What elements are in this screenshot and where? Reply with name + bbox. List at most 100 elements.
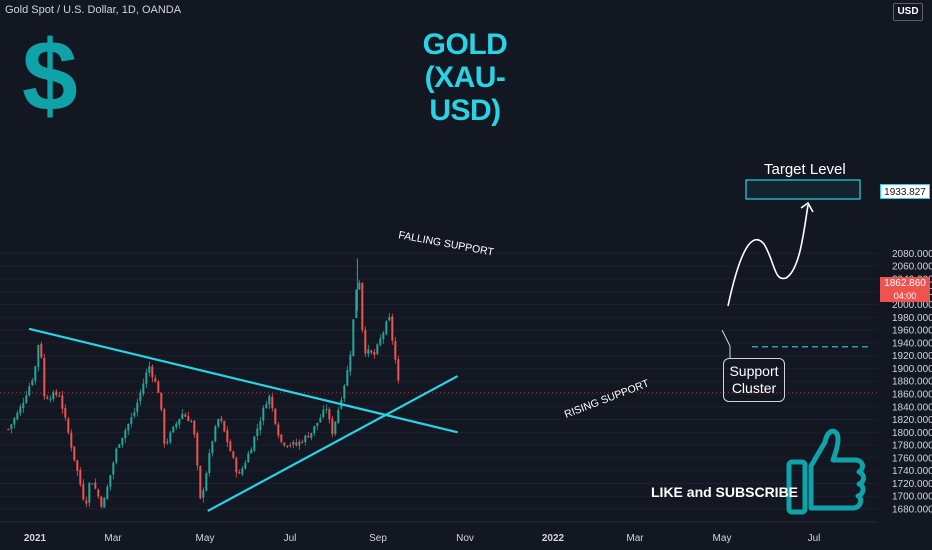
candle-body	[235, 458, 238, 473]
callout-connector	[721, 329, 731, 358]
candle-body	[76, 460, 79, 471]
rising-support-label: RISING SUPPORT	[563, 377, 652, 421]
candle-body	[178, 418, 181, 425]
candle-body	[307, 435, 310, 438]
candle-body	[295, 442, 298, 446]
candle-body	[88, 483, 91, 503]
candle-body	[118, 444, 121, 448]
y-tick-label: 2060.000	[892, 262, 932, 273]
y-tick-label: 1960.000	[892, 326, 932, 337]
candle-body	[70, 432, 73, 448]
y-tick-label: 1780.000	[892, 441, 932, 452]
x-tick-label: 2021	[24, 533, 47, 544]
candle-body	[256, 428, 259, 437]
candle-body	[322, 409, 325, 418]
thumbs-up-icon	[786, 428, 866, 515]
candle-body	[319, 418, 322, 423]
y-tick-label: 1880.000	[892, 377, 932, 388]
y-tick-label: 2000.000	[892, 300, 932, 311]
candle-body	[58, 395, 61, 397]
candle-body	[91, 483, 94, 485]
candle-body	[211, 441, 214, 453]
y-tick-label: 1800.000	[892, 428, 932, 439]
candle-body	[259, 421, 262, 430]
candle-body	[325, 409, 328, 411]
symbol-title[interactable]: Gold Spot / U.S. Dollar, 1D, OANDA	[5, 4, 182, 16]
x-tick-label: Nov	[456, 533, 474, 544]
candle-body	[289, 444, 292, 446]
candle-body	[229, 441, 232, 452]
candle-body	[328, 409, 331, 420]
x-tick-label: 2022	[542, 533, 565, 544]
projection-arrowhead	[800, 201, 814, 213]
candle-body	[139, 392, 142, 402]
support-cluster-line2: Cluster	[731, 380, 777, 396]
candle-body	[265, 404, 268, 409]
candle-body	[136, 402, 139, 412]
currency-label[interactable]: USD	[893, 3, 923, 21]
candle-body	[37, 344, 40, 367]
candle-body	[382, 332, 385, 340]
candle-body	[241, 468, 244, 475]
candle-body	[175, 423, 178, 428]
candle-body	[364, 330, 367, 354]
candle-body	[292, 441, 295, 445]
candle-body	[250, 449, 253, 454]
candle-body	[7, 428, 10, 430]
candle-body	[28, 386, 31, 396]
y-tick-label: 1940.000	[892, 338, 932, 349]
candle-body	[34, 366, 37, 381]
candle-body	[397, 359, 400, 381]
candle-body	[376, 344, 379, 355]
candle-body	[16, 412, 19, 420]
y-tick-label: 1740.000	[892, 466, 932, 477]
candle-body	[145, 372, 148, 384]
candle-body	[358, 282, 361, 290]
candle-body	[151, 366, 154, 378]
candle-body	[49, 398, 52, 400]
candle-body	[355, 289, 358, 318]
candle-body	[73, 446, 76, 461]
candle-body	[13, 418, 16, 425]
candle-body	[106, 486, 109, 500]
candle-body	[268, 395, 271, 405]
candle-body	[148, 366, 151, 373]
candle-body	[184, 414, 187, 417]
candle-body	[52, 392, 55, 400]
candle-body	[226, 430, 229, 443]
candle-body	[193, 421, 196, 435]
time-axis: 2021 Mar May Jul Sep Nov 2022 Mar May Jul	[0, 521, 878, 544]
candle-body	[85, 500, 88, 504]
candle-body	[244, 462, 247, 469]
support-cluster-line1: Support	[729, 363, 779, 379]
price-axis: 1680.000 1700.000 1720.000 1740.000 1760.000…	[892, 249, 932, 516]
trendline	[28, 327, 458, 434]
headline-line2: (XAU-USD)	[424, 61, 506, 127]
y-tick-label: 1700.000	[892, 492, 932, 503]
candle-body	[22, 402, 25, 409]
candle-body	[220, 418, 223, 421]
current-price-tag: 1862.860	[880, 277, 930, 291]
candle-body	[142, 383, 145, 394]
candle-body	[181, 413, 184, 419]
headline-line1: GOLD	[422, 28, 508, 61]
candle-body	[61, 395, 64, 409]
x-tick-label: Jul	[808, 533, 821, 544]
target-level-label: Target Level	[764, 161, 846, 178]
candle-body	[271, 396, 274, 409]
like-subscribe-text: LIKE and SUBSCRIBE	[651, 484, 799, 500]
candlestick-series	[0, 258, 878, 509]
candle-body	[367, 349, 370, 354]
candle-body	[304, 435, 307, 442]
candle-body	[55, 391, 58, 395]
candle-body	[394, 341, 397, 360]
y-tick-label: 2080.000	[892, 249, 932, 260]
y-tick-label: 1840.000	[892, 402, 932, 413]
candle-body	[283, 442, 286, 446]
candle-body	[370, 350, 373, 353]
candle-body	[82, 483, 85, 500]
candle-body	[385, 321, 388, 334]
dollar-sign-icon: $	[22, 20, 78, 132]
candle-body	[103, 497, 106, 508]
